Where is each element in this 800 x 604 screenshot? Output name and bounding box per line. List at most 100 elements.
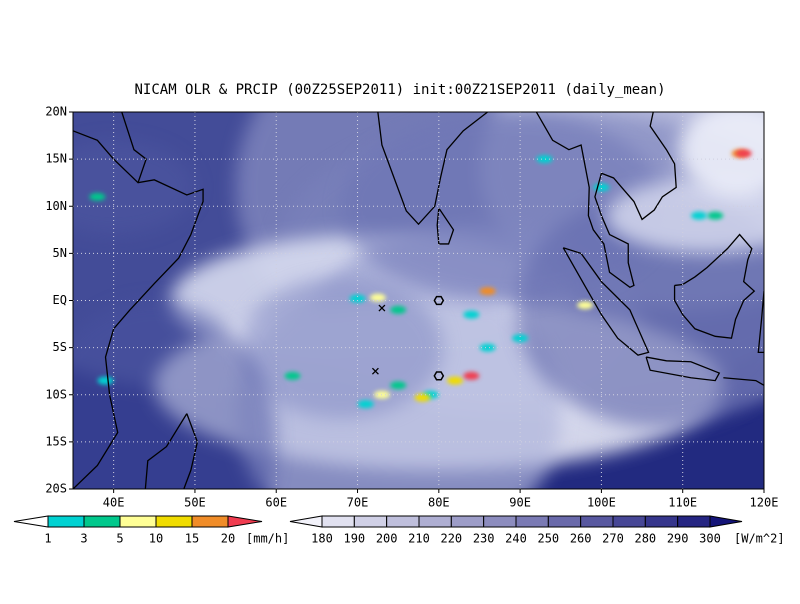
hexagon-marker (433, 295, 445, 306)
legends: 1 3 5 10 15 20 [mm/h] 180 190 200 210 220 230 240 250 2… (13, 515, 785, 546)
colorbar-box (47, 515, 85, 528)
colorbar-box (450, 515, 485, 528)
precip-cell (357, 400, 374, 409)
grid: 20N 15N 10N 5N EQ 5S 10S 15S 20S 40E 50E 60E 70E 80E 9… (45, 105, 778, 510)
coastline (121, 112, 147, 183)
lat-label: 5N (53, 246, 67, 260)
coastline (757, 291, 764, 353)
lon-label: 100E (587, 496, 616, 510)
colorbar-label: 230 (473, 532, 495, 546)
colorbar-label: 260 (570, 532, 592, 546)
precip-cell (479, 287, 496, 296)
lon-label: 40E (103, 496, 125, 510)
lon-label: 80E (428, 496, 450, 510)
lon-label: 90E (509, 496, 531, 510)
lon-label: 70E (347, 496, 369, 510)
coastline (645, 356, 721, 382)
precip-cell (390, 381, 407, 390)
colorbar-label: 5 (116, 532, 123, 546)
colorbar-label: 1 (44, 532, 51, 546)
coastline (73, 130, 204, 489)
colorbar-label: 300 (699, 532, 721, 546)
coastlines (73, 112, 764, 489)
colorbar-arrow (227, 515, 263, 528)
hexagon-marker (433, 371, 445, 381)
coastline (436, 207, 455, 245)
precip-cell (463, 310, 480, 319)
map-frame (72, 111, 765, 490)
colorbar-label: 15 (185, 532, 199, 546)
precip-cell (512, 334, 529, 343)
precip-cell (390, 305, 407, 314)
lon-label: 120E (750, 496, 779, 510)
colorbar-arrow (13, 515, 49, 528)
lat-label: 20S (45, 482, 67, 496)
precip-cell (707, 211, 724, 220)
colorbar-box (321, 515, 355, 528)
colorbar-arrow (709, 515, 743, 528)
colorbar-unit: [W/m^2] (734, 532, 785, 546)
precip-cell (577, 301, 594, 310)
colorbar-box (547, 515, 582, 528)
colorbar-label: 290 (667, 532, 689, 546)
colorbar-box (155, 515, 193, 528)
colorbar-box (483, 515, 517, 528)
coastline (144, 413, 199, 489)
map-title: NICAM OLR & PRCIP (00Z25SEP2011) init:00… (134, 82, 665, 98)
precip-cell (463, 371, 480, 380)
colorbar-label: 240 (505, 532, 527, 546)
colorbar-box (83, 515, 121, 528)
lat-label: 5S (53, 340, 67, 354)
precip-cell (369, 293, 386, 302)
colorbar-label: 250 (537, 532, 559, 546)
lat-label: 15N (45, 152, 67, 166)
colorbar-label: 20 (221, 532, 235, 546)
coastline (673, 233, 756, 339)
colorbar-label: 200 (376, 532, 398, 546)
colorbar-box (119, 515, 157, 528)
lon-label: 50E (184, 496, 206, 510)
precip-cell (89, 192, 106, 201)
colorbar-box (386, 515, 420, 528)
colorbar-label: 220 (440, 532, 462, 546)
colorbar-unit: [mm/h] (246, 532, 289, 546)
lat-label: 10S (45, 387, 67, 401)
colorbar-arrow (289, 515, 323, 528)
colorbar-label: 10 (149, 532, 163, 546)
cloud-area (605, 177, 764, 254)
lon-label: 110E (668, 496, 697, 510)
colorbar-box (677, 515, 711, 528)
precip-cell (284, 371, 301, 380)
lat-label: 20N (45, 105, 67, 119)
colorbar-label: 3 (80, 532, 87, 546)
colorbar-label: 180 (311, 532, 333, 546)
colorbar-box (644, 515, 679, 528)
colorbar-box (612, 515, 646, 528)
precip-cell (479, 343, 496, 352)
precip-cell (97, 376, 114, 385)
coastline (535, 112, 677, 289)
colorbar-box (353, 515, 388, 528)
precip-cell (349, 294, 366, 303)
precip-cell (414, 393, 431, 402)
cross-marker (371, 367, 379, 375)
coastline (376, 112, 489, 226)
precip-cell (447, 376, 464, 385)
colorbar-label: 270 (602, 532, 624, 546)
cross-marker (378, 304, 386, 312)
lon-label: 60E (265, 496, 287, 510)
colorbar-label: 190 (343, 532, 365, 546)
colorbar-label: 280 (634, 532, 656, 546)
cloud-area (678, 112, 764, 197)
lat-label: EQ (53, 293, 67, 307)
precip-cell (536, 155, 553, 164)
lat-label: 10N (45, 199, 67, 213)
precip-cell (690, 211, 707, 220)
precip-cell (735, 149, 752, 158)
lat-label: 15S (45, 434, 67, 448)
colorbar-box (580, 515, 614, 528)
colorbar-box (191, 515, 229, 528)
colorbar-box (515, 515, 549, 528)
